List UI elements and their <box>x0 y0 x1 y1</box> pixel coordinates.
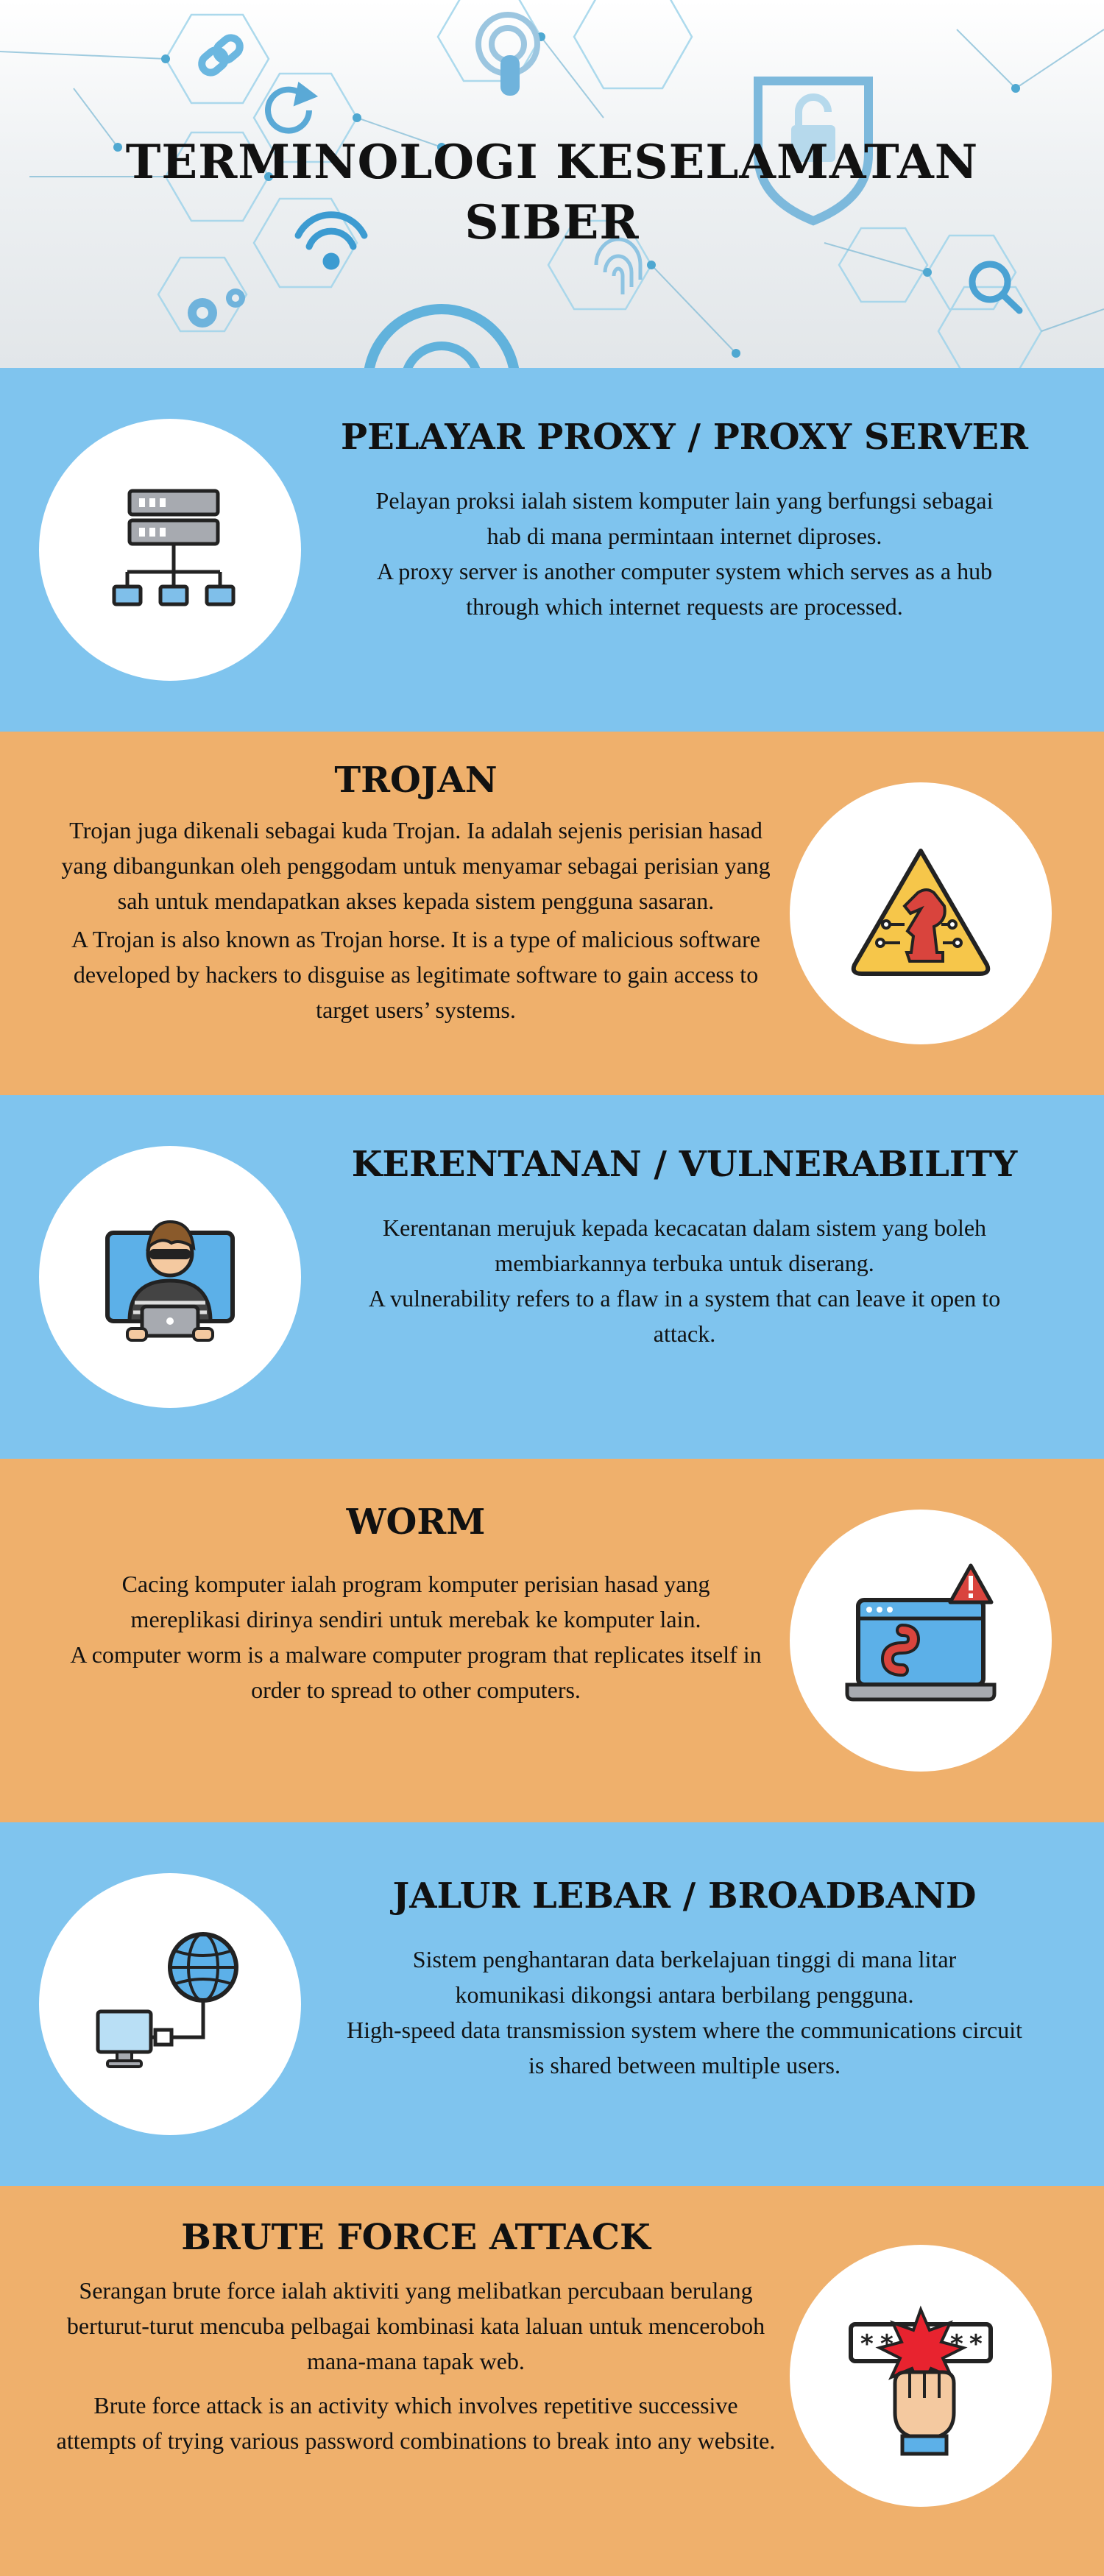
vulnerability-icon-circle <box>39 1146 301 1408</box>
vulnerability-text: KERENTANAN / VULNERABILITY Kerentanan me… <box>335 1142 1034 1351</box>
malay-description: Trojan juga dikenali sebagai kuda Trojan… <box>61 817 771 914</box>
wifi-icon <box>294 211 368 270</box>
gears-icon <box>188 289 245 328</box>
english-description: A computer worm is a malware computer pr… <box>70 1641 762 1703</box>
trojan-horse-warning-icon <box>851 849 991 976</box>
fingerprint-icon <box>594 237 643 294</box>
brute-force-icon-circle: * * * * <box>790 2245 1052 2507</box>
globe-computer-icon <box>96 1932 238 2068</box>
svg-text:*: * <box>969 2329 983 2359</box>
malay-description: Pelayan proksi ialah sistem komputer lai… <box>375 487 994 549</box>
section-proxy-server: PELAYAR PROXY / PROXY SERVER Pelayan pro… <box>0 368 1104 732</box>
touch-icon <box>475 12 540 96</box>
cyber-hexagon-background <box>0 0 1104 368</box>
section-title: TROJAN <box>334 760 498 801</box>
malay-description: Serangan brute force ialah aktiviti yang… <box>66 2277 765 2374</box>
section-title: BRUTE FORCE ATTACK <box>181 2217 651 2258</box>
svg-text:*: * <box>860 2329 874 2359</box>
refresh-icon <box>265 81 319 134</box>
english-description: A proxy server is another computer syste… <box>376 558 993 620</box>
section-trojan: TROJAN Trojan juga dikenali sebagai kuda… <box>0 732 1104 1095</box>
section-title: KERENTANAN / VULNERABILITY <box>351 1144 1018 1185</box>
section-vulnerability: KERENTANAN / VULNERABILITY Kerentanan me… <box>0 1095 1104 1459</box>
section-title: WORM <box>346 1501 486 1543</box>
section-worm: WORM Cacing komputer ialah program kompu… <box>0 1459 1104 1822</box>
worm-text: WORM Cacing komputer ialah program kompu… <box>33 1500 799 1708</box>
english-description: High-speed data transmission system wher… <box>347 2017 1022 2078</box>
password-punch-icon: * * * * <box>849 2305 993 2456</box>
chain-link-icon <box>198 34 244 77</box>
section-title: PELAYAR PROXY / PROXY SERVER <box>340 417 1029 458</box>
worm-laptop-icon <box>845 1563 997 1702</box>
english-description: A vulnerability refers to a flaw in a sy… <box>368 1285 1001 1347</box>
page-title: TERMINOLOGI KESELAMATAN SIBER <box>125 135 979 250</box>
malay-description: Sistem penghantaran data berkelajuan tin… <box>412 1946 957 2008</box>
malay-description: Cacing komputer ialah program komputer p… <box>121 1571 710 1632</box>
server-network-icon <box>112 489 236 606</box>
header-banner: TERMINOLOGI KESELAMATAN SIBER <box>0 0 1104 368</box>
hacker-icon <box>105 1220 235 1342</box>
english-description: A Trojan is also known as Trojan horse. … <box>71 926 760 1023</box>
proxy-text: PELAYAR PROXY / PROXY SERVER Pelayan pro… <box>335 415 1034 624</box>
section-brute-force: BRUTE FORCE ATTACK Serangan brute force … <box>0 2186 1104 2576</box>
section-title: JALUR LEBAR / BROADBAND <box>392 1875 977 1917</box>
proxy-icon-circle <box>39 419 301 681</box>
english-description: Brute force attack is an activity which … <box>56 2392 776 2454</box>
broadband-text: JALUR LEBAR / BROADBAND Sistem penghanta… <box>335 1874 1034 2083</box>
malay-description: Kerentanan merujuk kepada kecacatan dala… <box>382 1214 987 1276</box>
section-broadband: JALUR LEBAR / BROADBAND Sistem penghanta… <box>0 1822 1104 2186</box>
broadband-icon-circle <box>39 1873 301 2135</box>
magnifier-icon <box>969 261 1023 314</box>
arc-decoration <box>364 304 520 368</box>
brute-force-text: BRUTE FORCE ATTACK Serangan brute force … <box>33 2215 799 2458</box>
worm-icon-circle <box>790 1510 1052 1772</box>
shield-lock-icon <box>754 77 873 226</box>
trojan-icon-circle <box>790 782 1052 1044</box>
trojan-text: TROJAN Trojan juga dikenali sebagai kuda… <box>33 758 799 1027</box>
